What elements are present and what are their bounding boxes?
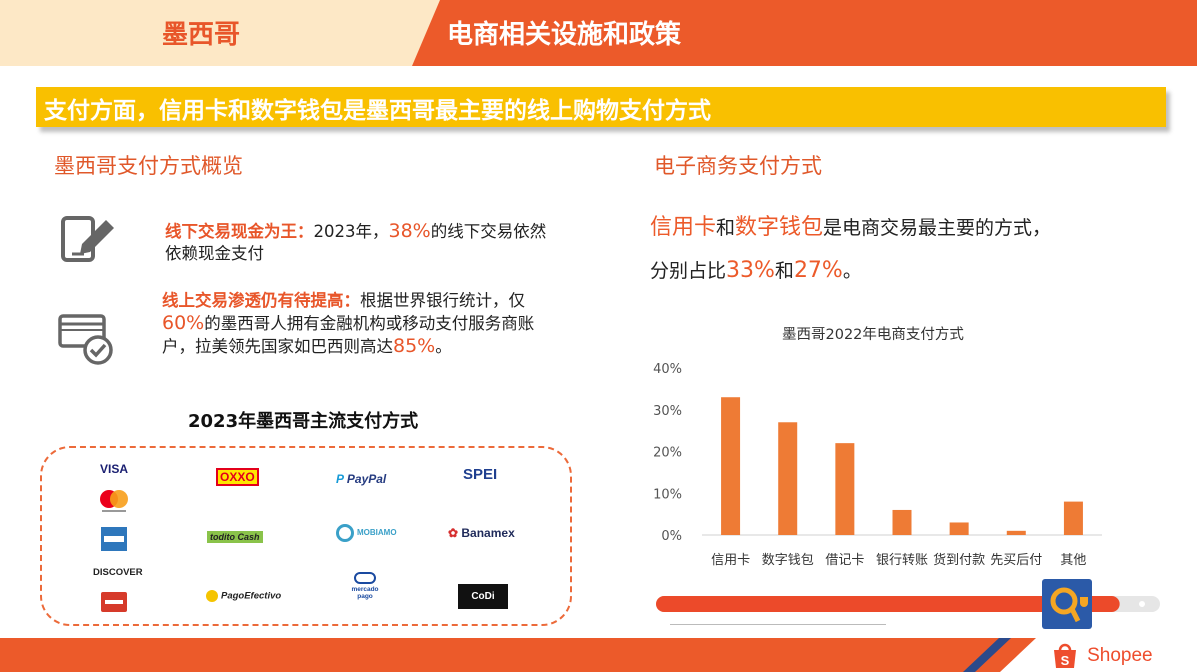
svg-text:S: S bbox=[1061, 653, 1070, 668]
payment-bar-chart: 0% 10% 20% 30% 40% 信用卡 数字钱包 借记卡 银行转账 货到付款 先买后付 其他 bbox=[653, 362, 1102, 568]
bank-card-logo bbox=[101, 592, 127, 612]
payment-logos-box bbox=[40, 446, 572, 626]
right-section-title: 电子商务支付方式 bbox=[654, 154, 822, 178]
pagoefectivo-mark bbox=[206, 590, 218, 602]
mobiamo-text: MOBIAMO bbox=[357, 528, 397, 538]
item-cash-highlight: 线下交易现金为王： bbox=[165, 222, 314, 241]
mercado-pago-mark bbox=[354, 572, 376, 584]
chart-title: 墨西哥2022年电商支付方式 bbox=[782, 327, 964, 343]
ec-share-2: 27% bbox=[793, 258, 843, 283]
progress-slider[interactable] bbox=[652, 588, 1164, 620]
pagoefectivo-text: PagoEfectivo bbox=[221, 590, 282, 602]
item-cash-text2: 的线下交易依然依赖现金支付 bbox=[165, 222, 547, 263]
header-left-band bbox=[0, 0, 440, 66]
item-online-num2: 85% bbox=[393, 335, 436, 357]
mobiamo-logo: MOBIAMO bbox=[336, 524, 397, 542]
banamex-text: Banamex bbox=[461, 526, 515, 540]
bar-2 bbox=[835, 443, 855, 535]
x-tick-label: 借记卡 bbox=[825, 553, 864, 568]
bar-5 bbox=[1006, 530, 1026, 535]
footer-brand-area bbox=[1000, 638, 1197, 672]
y-tick-label: 20% bbox=[653, 446, 682, 461]
card-check-icon bbox=[58, 314, 113, 365]
codi-logo: CoDi bbox=[458, 584, 508, 609]
ecommerce-line1: 信用卡和数字钱包是电商交易最主要的方式， bbox=[650, 213, 1051, 243]
shopee-text: Shopee bbox=[1087, 645, 1153, 666]
ecommerce-line2: 分别占比33%和27%。 bbox=[650, 256, 862, 286]
y-tick-label: 30% bbox=[653, 404, 682, 419]
tablet-edit-icon bbox=[61, 216, 114, 262]
item-cash-num: 38% bbox=[388, 220, 431, 242]
x-tick-label: 数字钱包 bbox=[762, 553, 814, 568]
mastercard-logo bbox=[100, 490, 128, 512]
spei-logo: SPEI bbox=[463, 466, 498, 483]
x-tick-label: 其他 bbox=[1060, 553, 1086, 568]
item-cash: 线下交易现金为王：2023年，38%的线下交易依然依赖现金支付 bbox=[165, 220, 555, 265]
headline-banner: 支付方面，信用卡和数字钱包是墨西哥最主要的线上购物支付方式 bbox=[36, 87, 1166, 127]
item-online-highlight: 线上交易渗透仍有待提高： bbox=[162, 291, 360, 310]
pagoefectivo-logo: PagoEfectivo bbox=[206, 590, 281, 602]
item-online-num1: 60% bbox=[162, 312, 205, 334]
y-tick-label: 40% bbox=[653, 362, 682, 377]
methods-title: 2023年墨西哥主流支付方式 bbox=[188, 411, 419, 432]
banamex-logo: ✿ Banamex bbox=[448, 526, 515, 540]
left-section-title: 墨西哥支付方式概览 bbox=[54, 154, 243, 178]
search-badge-icon bbox=[1042, 579, 1092, 629]
header-country: 墨西哥 bbox=[162, 20, 241, 50]
banamex-mark: ✿ bbox=[448, 526, 462, 540]
shopee-bag-icon: S bbox=[1054, 643, 1076, 668]
ec-credit-card: 信用卡 bbox=[650, 215, 717, 240]
y-tick-label: 10% bbox=[653, 487, 682, 502]
discover-logo: DISCOVER bbox=[93, 567, 143, 578]
oxxo-logo: OXXO bbox=[216, 468, 259, 486]
amex-logo bbox=[101, 527, 127, 551]
bar-1 bbox=[778, 422, 798, 535]
bar-0 bbox=[721, 397, 741, 535]
x-tick-label: 先买后付 bbox=[990, 553, 1042, 568]
item-cash-text1: 2023年， bbox=[313, 222, 389, 241]
ec-share-label: 分别占比 bbox=[650, 260, 727, 282]
bar-6 bbox=[1063, 501, 1083, 535]
ec-and-2: 和 bbox=[774, 260, 794, 282]
header-title: 电商相关设施和政策 bbox=[447, 20, 682, 50]
mobiamo-mark bbox=[336, 524, 354, 542]
progress-dot bbox=[1139, 601, 1145, 607]
mercado-pago-text: mercado pago bbox=[351, 586, 379, 600]
ec-and: 和 bbox=[716, 217, 736, 239]
y-tick-label: 0% bbox=[661, 529, 682, 544]
item-online-text1: 根据世界银行统计，仅 bbox=[360, 291, 525, 310]
shopee-logo: S Shopee bbox=[1048, 642, 1153, 670]
paypal-text: PayPal bbox=[346, 472, 387, 486]
ec-period: 。 bbox=[842, 260, 862, 282]
ec-digital-wallet: 数字钱包 bbox=[735, 215, 824, 240]
item-online: 线上交易渗透仍有待提高：根据世界银行统计，仅 60%的墨西哥人拥有金融机构或移动支… bbox=[162, 290, 552, 358]
visa-logo: VISA bbox=[100, 462, 129, 476]
todito-cash-logo: todito Cash bbox=[207, 531, 263, 543]
x-tick-label: 货到付款 bbox=[933, 552, 985, 568]
bar-4 bbox=[949, 522, 969, 535]
item-online-text2: 的墨西哥人拥有金融机构或移动支付服务商账户，拉美领先国家如巴西则高达 bbox=[162, 314, 535, 356]
paypal-logo: P PayPal bbox=[336, 472, 386, 486]
item-online-text3: 。 bbox=[435, 337, 452, 356]
x-tick-label: 信用卡 bbox=[711, 553, 750, 568]
divider-line bbox=[670, 624, 886, 625]
bar-3 bbox=[892, 509, 912, 535]
headline-text: 支付方面，信用卡和数字钱包是墨西哥最主要的线上购物支付方式 bbox=[44, 98, 711, 124]
ec-line1-rest: 是电商交易最主要的方式， bbox=[823, 217, 1052, 239]
progress-fill bbox=[656, 596, 1120, 612]
mercado-pago-logo: mercado pago bbox=[348, 572, 382, 600]
ec-share-1: 33% bbox=[726, 258, 775, 283]
header-right-band bbox=[412, 0, 1197, 66]
x-tick-label: 银行转账 bbox=[876, 553, 928, 568]
paypal-mark: P bbox=[336, 472, 347, 486]
